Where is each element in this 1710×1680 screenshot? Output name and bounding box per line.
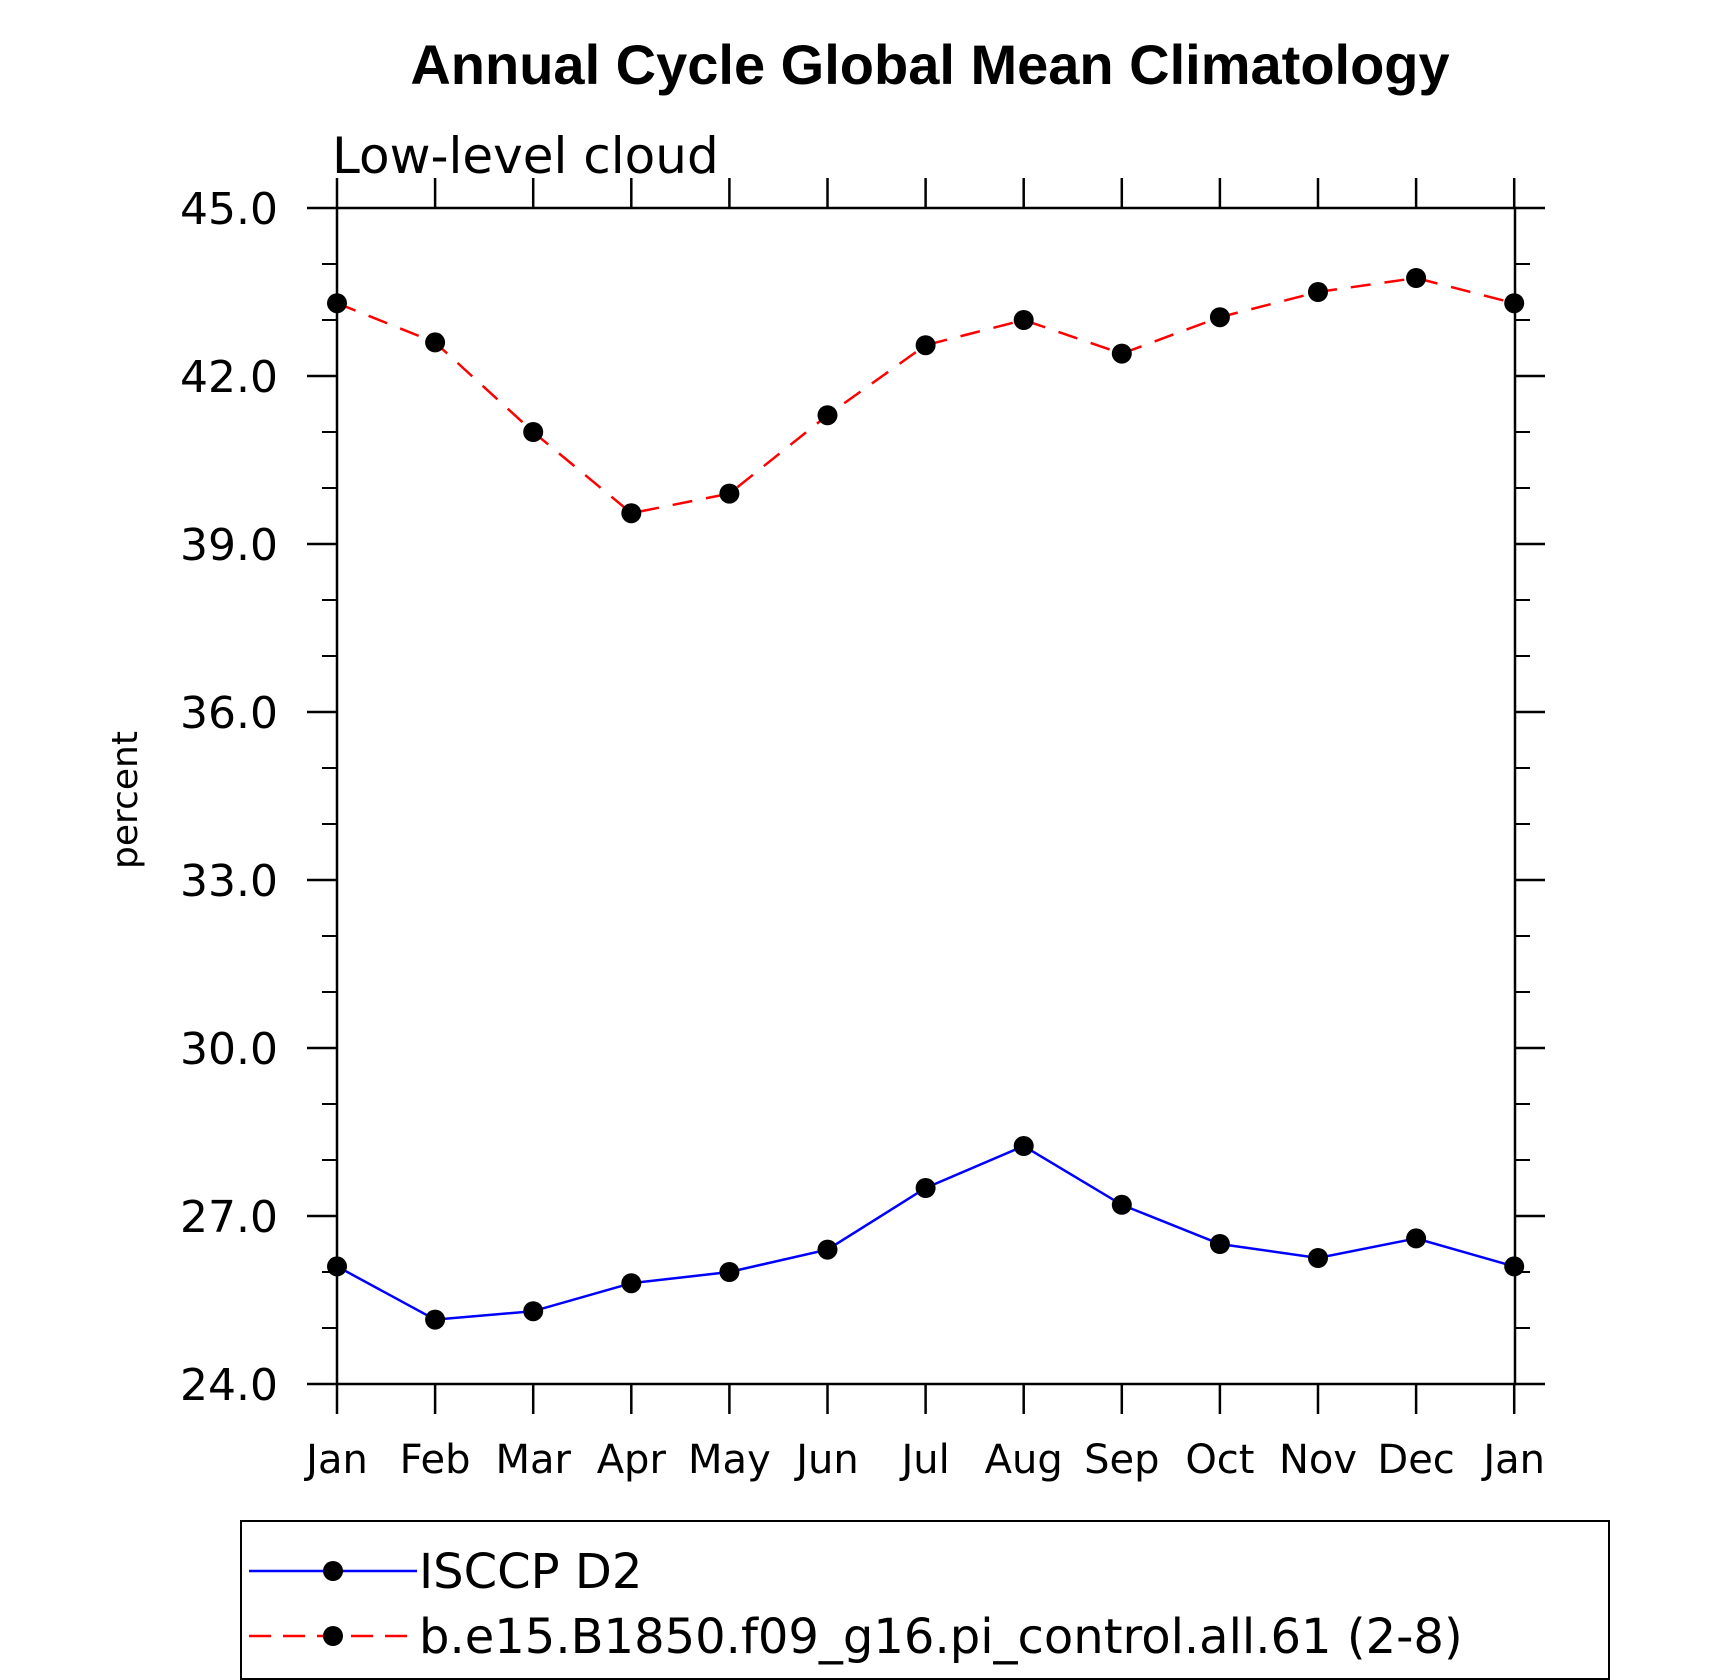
series-2-point (817, 405, 838, 426)
x-tick-label: Jan (303, 1437, 368, 1483)
chart-subtitle: Low-level cloud (332, 127, 719, 185)
y-tick-label: 27.0 (180, 1192, 278, 1243)
y-tick-label: 24.0 (180, 1360, 278, 1411)
x-tick-label: Jun (793, 1437, 859, 1483)
series-1-point (523, 1301, 544, 1322)
series-2-point (1308, 282, 1328, 302)
series-line-2 (336, 276, 1515, 515)
x-tick-label: Mar (495, 1437, 571, 1483)
x-tick-label: Apr (597, 1437, 667, 1483)
y-tick-label: 45.0 (180, 184, 278, 235)
series-line-1 (336, 1144, 1515, 1321)
y-tick-label: 33.0 (180, 856, 278, 907)
series-2-point (719, 483, 740, 504)
series-1-point (327, 1256, 347, 1277)
series-2-point (621, 503, 642, 524)
series-2-point (425, 332, 446, 353)
series-2-point (523, 422, 544, 442)
x-tick-label: Feb (400, 1437, 471, 1483)
legend: ISCCP D2 b.e15.B1850.f09_g16.pi_control.a… (240, 1520, 1610, 1680)
series-1-point (1308, 1248, 1328, 1268)
series-2-point (1406, 268, 1427, 288)
legend-marker-2 (323, 1626, 343, 1646)
y-tick-label: 42.0 (180, 352, 278, 403)
x-tick-label: Oct (1185, 1437, 1254, 1483)
series-1-point (1111, 1194, 1132, 1215)
x-tick-label: Jul (898, 1437, 949, 1483)
series-1-point (1209, 1234, 1230, 1254)
series-2-point (1013, 310, 1034, 330)
axes: Jan Feb Mar Apr May Jun Jul Aug Sep Oct Nov Dec Jan 2… (180, 178, 1545, 1483)
y-axis-label: percent (105, 731, 146, 869)
y-tick-label: 30.0 (180, 1024, 278, 1075)
series-2-point (1209, 307, 1230, 328)
series-1-point (425, 1309, 446, 1330)
legend-label-1: ISCCP D2 (419, 1544, 642, 1600)
series-layer (327, 268, 1525, 1330)
series-1-point (719, 1262, 740, 1282)
x-tick-label: Jan (1480, 1437, 1545, 1483)
series-1-point (817, 1239, 838, 1260)
x-tick-label: May (688, 1437, 771, 1483)
chart-title: Annual Cycle Global Mean Climatology (410, 33, 1449, 96)
series-2-point (327, 293, 347, 314)
series-1-point (1504, 1256, 1525, 1277)
legend-marker-1 (323, 1561, 343, 1581)
series-2-point (1504, 293, 1525, 314)
x-tick-label: Sep (1084, 1437, 1159, 1483)
x-tick-label: Dec (1377, 1437, 1454, 1483)
plot-frame (335, 206, 1517, 1386)
series-1-point (621, 1273, 642, 1294)
y-tick-label: 39.0 (180, 520, 278, 571)
series-2-point (1111, 343, 1132, 364)
series-1-point (1013, 1136, 1034, 1156)
series-1-point (915, 1178, 936, 1198)
legend-label-2: b.e15.B1850.f09_g16.pi_control.all.61 (2… (419, 1609, 1463, 1665)
legend-box (240, 1520, 1610, 1680)
y-tick-label: 36.0 (180, 688, 278, 739)
series-2-point (915, 335, 936, 356)
series-1-point (1406, 1228, 1427, 1249)
x-tick-label: Nov (1279, 1437, 1357, 1483)
x-tick-label: Aug (985, 1437, 1063, 1483)
